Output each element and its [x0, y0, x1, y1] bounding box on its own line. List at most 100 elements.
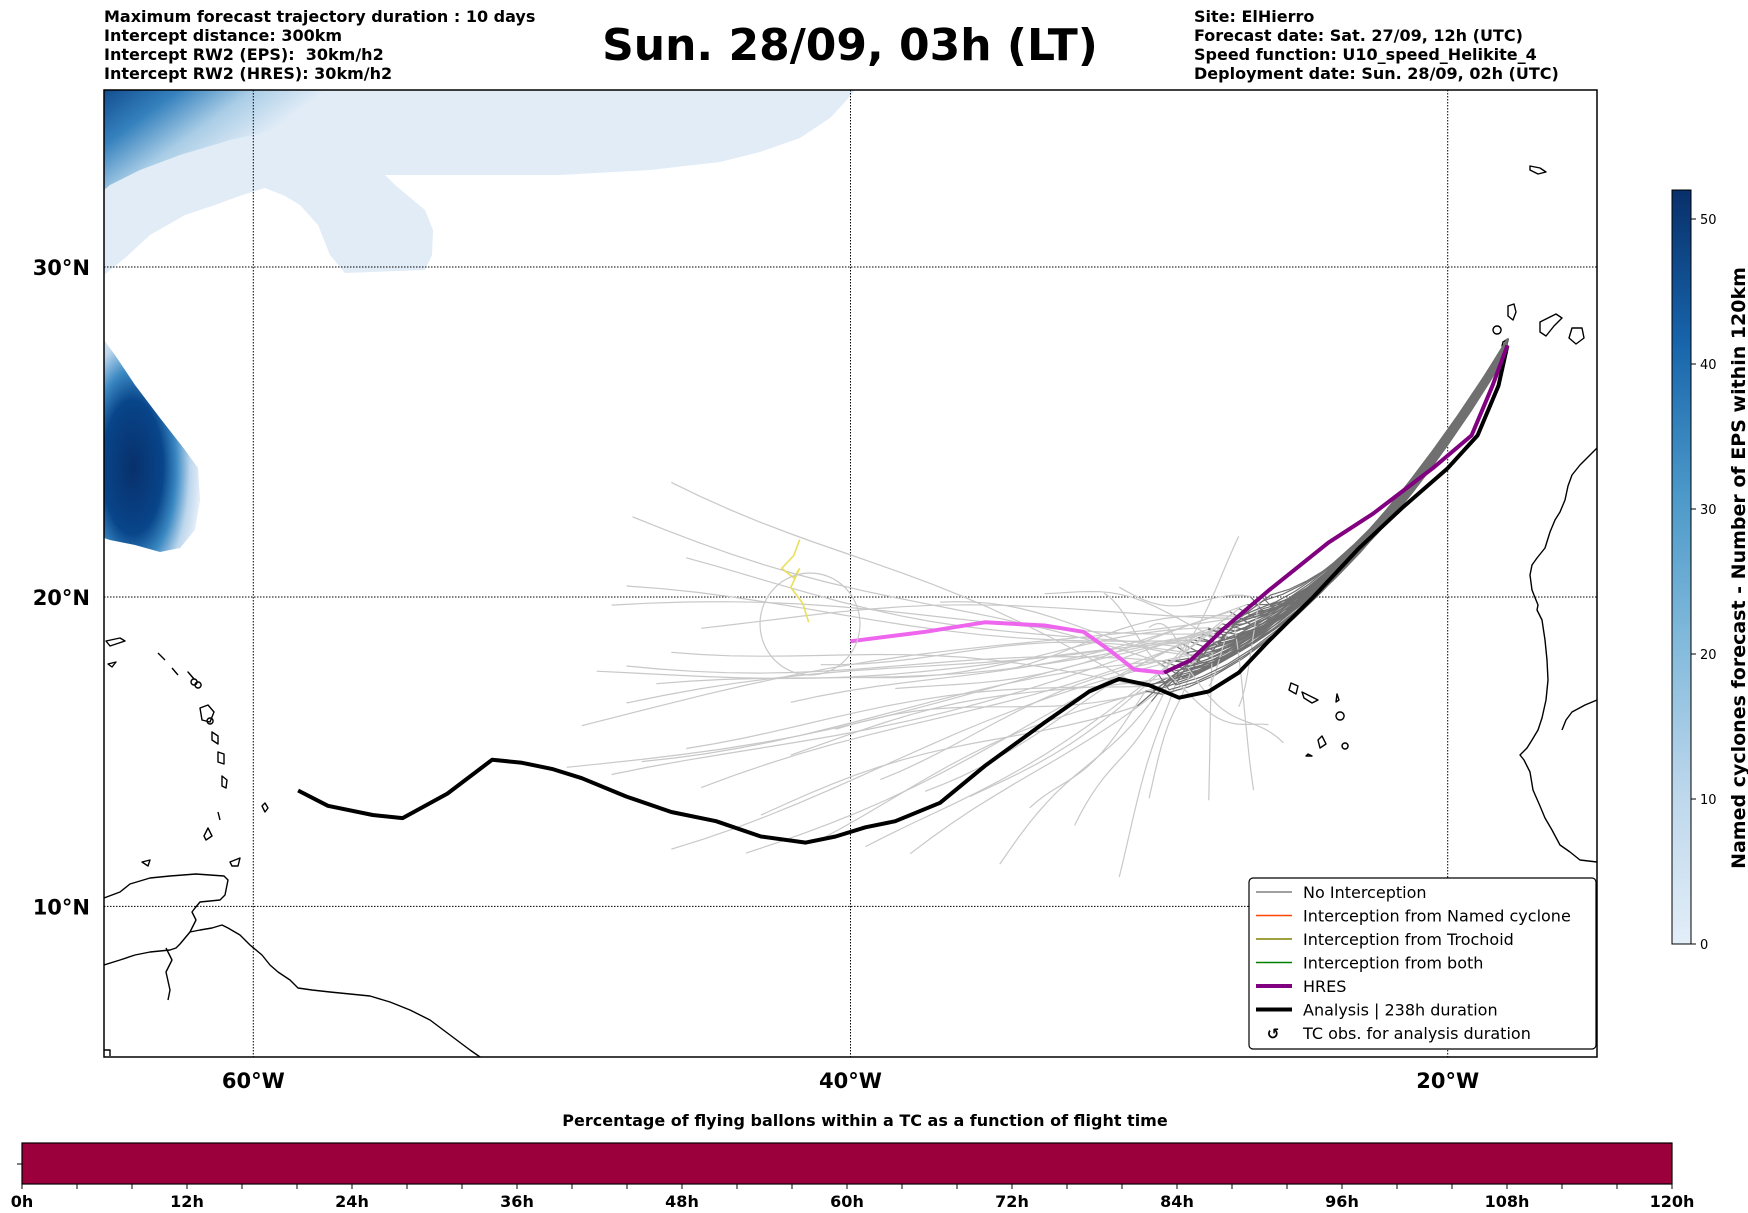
coast-gomera: [1492, 325, 1502, 335]
ensemble-track-far: [760, 705, 1138, 816]
ensemble-track-far: [581, 616, 1241, 727]
timeline-tick-label: 60h: [830, 1192, 864, 1211]
ensemble-track-near: [1220, 351, 1508, 640]
ensemble-track-far: [969, 608, 1240, 798]
legend: No Interception Interception from Named c…: [1248, 877, 1597, 1050]
ensemble-track-far: [632, 516, 1155, 661]
tc-obs-circle: [759, 572, 861, 676]
colorbar-tick-label: 30: [1700, 503, 1717, 518]
coast-africa-west-bulge: [1561, 699, 1597, 731]
info-left: Maximum forecast trajectory duration : 1…: [104, 7, 535, 83]
info-speed-function: Speed function: U10_speed_Helikite_4: [1194, 45, 1537, 64]
colorbar: 0 10 20 30 40 50 Named cyclones forecast - Nu…: [1671, 189, 1748, 953]
colorbar-tick-label: 20: [1700, 648, 1717, 663]
map-frame: [103, 89, 1598, 1058]
colorbar-tick-label: 10: [1700, 793, 1717, 808]
analysis-track-layer: [297, 344, 1510, 845]
timeline-tick-label: 96h: [1325, 1192, 1359, 1211]
ensemble-track-far: [701, 604, 1238, 629]
latitude-labels: 30°N 20°N 10°N: [33, 256, 90, 919]
timeline-tick-label: 0h: [11, 1192, 34, 1211]
legend-item-label: HRES: [1303, 977, 1346, 996]
lat-label: 20°N: [33, 586, 90, 610]
info-intercept-eps: Intercept RW2 (EPS): 30km/h2: [104, 45, 384, 64]
info-site: Site: ElHierro: [1194, 7, 1315, 26]
timeline-tick-label: 12h: [170, 1192, 204, 1211]
ensemble-track-far: [820, 686, 1160, 840]
ensemble-track-far: [1233, 624, 1255, 791]
main-title: Sun. 28/09, 03h (LT): [602, 20, 1098, 71]
legend-item-label: TC obs. for analysis duration: [1302, 1024, 1531, 1043]
coast-la-palma: [1507, 303, 1517, 321]
coast-guianas: [189, 924, 481, 1057]
ensemble-track-near: [1239, 346, 1508, 617]
colorbar-tick-label: 50: [1700, 213, 1717, 228]
legend-item-label: Interception from Named cyclone: [1303, 907, 1571, 926]
info-right: Site: ElHierro Forecast date: Sat. 27/09…: [1194, 7, 1559, 83]
ensemble-track-far: [611, 628, 1208, 776]
colorbar-tick-label: 40: [1700, 358, 1717, 373]
ensemble-track-far: [1186, 666, 1284, 744]
colorbar-tick-label: 0: [1700, 938, 1708, 953]
ensemble-track-far: [1073, 685, 1168, 826]
coast-cape-verde: [1288, 682, 1349, 757]
ensemble-track-far: [700, 623, 1232, 789]
timeline-tick-label: 120h: [1650, 1192, 1695, 1211]
analysis-track: [297, 344, 1510, 845]
ensemble-tracks: [566, 338, 1508, 878]
hres-track-far: [850, 620, 1165, 675]
info-deployment-date: Deployment date: Sun. 28/09, 02h (UTC): [1194, 64, 1559, 83]
longitude-labels: 60°W 40°W 20°W: [222, 1069, 1479, 1093]
ensemble-track-far: [1118, 684, 1176, 878]
lon-label: 40°W: [819, 1069, 882, 1093]
legend-item-label: Analysis | 238h duration: [1303, 1001, 1498, 1020]
cyclone-density-west-blob: [104, 340, 200, 552]
coast-venezuela-trinidad: [104, 873, 229, 966]
info-intercept-hres: Intercept RW2 (HRES): 30km/h2: [104, 64, 393, 83]
coast-madeira: [1529, 165, 1547, 175]
ensemble-track-far: [940, 601, 1198, 656]
timeline-panel: Percentage of flying ballons within a TC…: [11, 1111, 1695, 1211]
ensemble-track-far: [596, 642, 1181, 680]
ensemble-track-near: [1260, 339, 1508, 607]
timeline-tick-label: 108h: [1485, 1192, 1530, 1211]
info-max-duration: Maximum forecast trajectory duration : 1…: [104, 7, 536, 26]
legend-marker-icon: ↺: [1267, 1025, 1280, 1043]
info-forecast-date: Forecast date: Sat. 27/09, 12h (UTC): [1194, 26, 1523, 45]
ensemble-track-far: [1148, 673, 1191, 799]
timeline-title: Percentage of flying ballons within a TC…: [562, 1111, 1168, 1130]
colorbar-label: Named cyclones forecast - Number of EPS …: [1728, 267, 1748, 869]
ensemble-track-far: [850, 627, 1209, 679]
colorbar-gradient: [1671, 189, 1692, 945]
ensemble-track-far: [1044, 590, 1222, 640]
timeline-tick-label: 36h: [500, 1192, 534, 1211]
ensemble-track-far: [626, 628, 1222, 704]
ensemble-track-far: [1158, 536, 1240, 676]
lat-label: 30°N: [33, 256, 90, 280]
legend-box: [1248, 877, 1597, 1050]
gridlines: [104, 90, 1597, 1057]
timeline-tick-label: 48h: [665, 1192, 699, 1211]
ensemble-track-far: [1029, 690, 1146, 809]
ensemble-track-far: [999, 614, 1241, 672]
ensemble-track-far: [1148, 622, 1198, 664]
coast-africa: [1519, 447, 1597, 863]
coast-tenerife: [1539, 313, 1563, 337]
info-intercept-distance: Intercept distance: 300km: [104, 26, 343, 45]
coastlines: [104, 165, 1597, 1057]
timeline-tick-label: 72h: [995, 1192, 1029, 1211]
timeline-tick-label: 24h: [335, 1192, 369, 1211]
lon-label: 60°W: [222, 1069, 285, 1093]
timeline-tick-label: 84h: [1160, 1192, 1194, 1211]
ensemble-track-far: [1103, 592, 1176, 672]
coast-barbados: [261, 802, 269, 813]
ensemble-track-near: [1187, 344, 1508, 668]
ensemble-track-far: [611, 601, 1215, 635]
ensemble-track-far: [1208, 651, 1213, 801]
coast-corner: [104, 1049, 111, 1056]
ensemble-track-far: [641, 659, 1168, 763]
hres-track-layer: [850, 344, 1510, 675]
legend-item-label: Interception from Trochoid: [1303, 930, 1514, 949]
ensemble-track-far: [671, 651, 1142, 687]
